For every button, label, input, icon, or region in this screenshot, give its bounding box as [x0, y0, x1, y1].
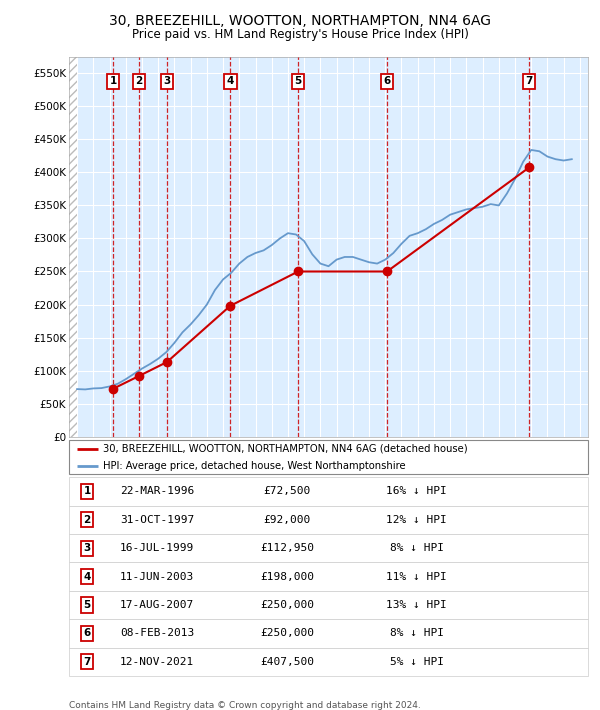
Text: 17-AUG-2007: 17-AUG-2007 [120, 600, 194, 610]
Text: 5% ↓ HPI: 5% ↓ HPI [390, 657, 444, 667]
FancyBboxPatch shape [69, 648, 588, 676]
Text: 2: 2 [83, 515, 91, 525]
Text: 4: 4 [227, 77, 234, 87]
Bar [69, 57, 77, 437]
Text: £198,000: £198,000 [260, 572, 314, 581]
Text: £112,950: £112,950 [260, 543, 314, 553]
Text: 8% ↓ HPI: 8% ↓ HPI [390, 543, 444, 553]
FancyBboxPatch shape [69, 562, 588, 591]
FancyBboxPatch shape [69, 506, 588, 534]
Text: 8% ↓ HPI: 8% ↓ HPI [390, 628, 444, 638]
FancyBboxPatch shape [69, 477, 588, 506]
Text: £92,000: £92,000 [263, 515, 311, 525]
Text: 16-JUL-1999: 16-JUL-1999 [120, 543, 194, 553]
Text: 3: 3 [163, 77, 170, 87]
Text: 2: 2 [136, 77, 143, 87]
Text: 5: 5 [295, 77, 302, 87]
Text: 11% ↓ HPI: 11% ↓ HPI [386, 572, 447, 581]
Text: 6: 6 [83, 628, 91, 638]
Text: 7: 7 [526, 77, 533, 87]
Text: 12% ↓ HPI: 12% ↓ HPI [386, 515, 447, 525]
Text: 31-OCT-1997: 31-OCT-1997 [120, 515, 194, 525]
Text: 5: 5 [83, 600, 91, 610]
FancyBboxPatch shape [69, 534, 588, 562]
FancyBboxPatch shape [69, 591, 588, 619]
Text: £250,000: £250,000 [260, 628, 314, 638]
Text: 12-NOV-2021: 12-NOV-2021 [120, 657, 194, 667]
FancyBboxPatch shape [69, 440, 588, 474]
Text: £250,000: £250,000 [260, 600, 314, 610]
Text: Price paid vs. HM Land Registry's House Price Index (HPI): Price paid vs. HM Land Registry's House … [131, 28, 469, 41]
Text: 13% ↓ HPI: 13% ↓ HPI [386, 600, 447, 610]
Text: 08-FEB-2013: 08-FEB-2013 [120, 628, 194, 638]
Text: 7: 7 [83, 657, 91, 667]
Text: 4: 4 [83, 572, 91, 581]
Text: 3: 3 [83, 543, 91, 553]
Text: £407,500: £407,500 [260, 657, 314, 667]
FancyBboxPatch shape [69, 619, 588, 648]
Text: 1: 1 [109, 77, 117, 87]
Text: HPI: Average price, detached house, West Northamptonshire: HPI: Average price, detached house, West… [103, 461, 406, 471]
Text: 22-MAR-1996: 22-MAR-1996 [120, 486, 194, 496]
Text: 16% ↓ HPI: 16% ↓ HPI [386, 486, 447, 496]
Text: 1: 1 [83, 486, 91, 496]
Text: 11-JUN-2003: 11-JUN-2003 [120, 572, 194, 581]
Text: £72,500: £72,500 [263, 486, 311, 496]
Text: 6: 6 [383, 77, 391, 87]
Text: 30, BREEZEHILL, WOOTTON, NORTHAMPTON, NN4 6AG (detached house): 30, BREEZEHILL, WOOTTON, NORTHAMPTON, NN… [103, 444, 467, 454]
Text: Contains HM Land Registry data © Crown copyright and database right 2024.: Contains HM Land Registry data © Crown c… [69, 701, 421, 710]
Text: 30, BREEZEHILL, WOOTTON, NORTHAMPTON, NN4 6AG: 30, BREEZEHILL, WOOTTON, NORTHAMPTON, NN… [109, 14, 491, 28]
